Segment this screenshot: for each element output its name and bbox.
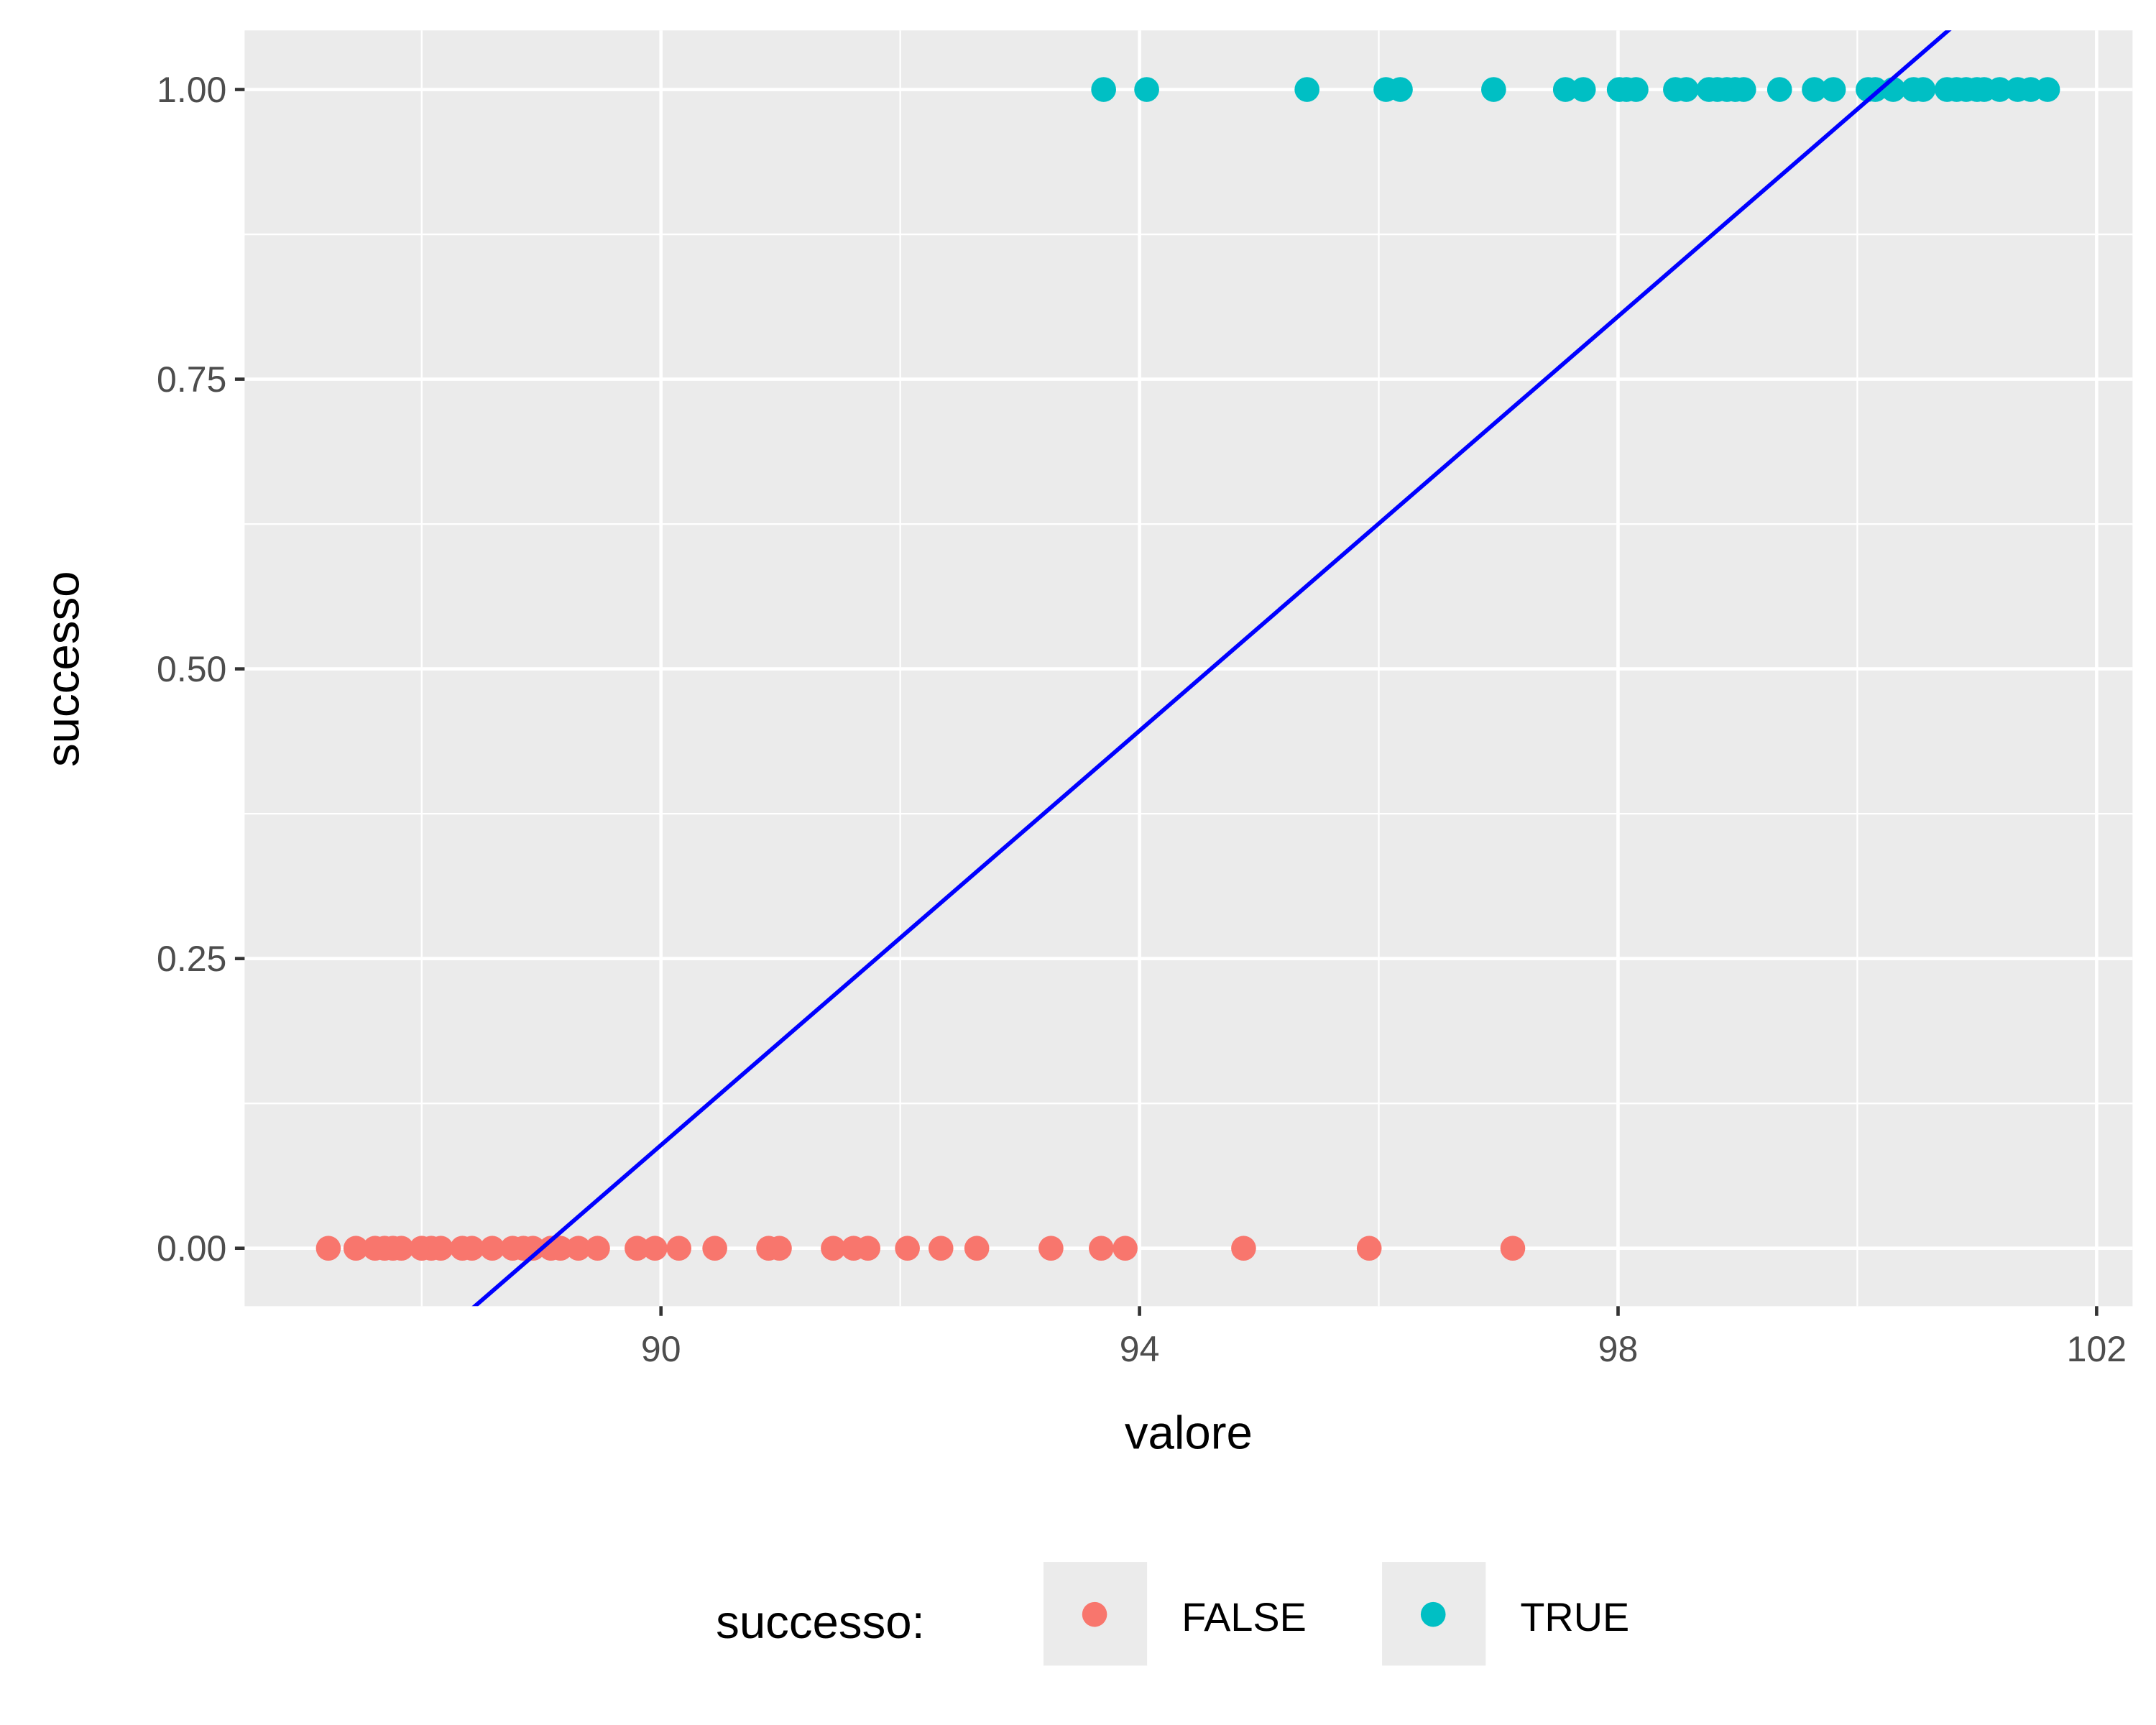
point-false bbox=[1356, 1236, 1382, 1261]
point-false bbox=[855, 1236, 881, 1261]
point-true bbox=[1552, 77, 1578, 102]
point-false bbox=[548, 1236, 573, 1261]
point-false bbox=[315, 1236, 341, 1261]
point-false bbox=[642, 1236, 668, 1261]
x-tick-label: 102 bbox=[2067, 1329, 2127, 1369]
y-tick-label: 0.50 bbox=[157, 649, 226, 689]
y-tick-label: 0.75 bbox=[157, 359, 226, 400]
point-true bbox=[1820, 77, 1846, 102]
legend: successo: FALSE TRUE bbox=[716, 1562, 1629, 1666]
point-false bbox=[479, 1236, 505, 1261]
point-true bbox=[1802, 77, 1827, 102]
point-false bbox=[566, 1236, 591, 1261]
point-false bbox=[666, 1236, 691, 1261]
point-true bbox=[1623, 77, 1649, 102]
legend-marker-true bbox=[1420, 1601, 1446, 1627]
point-true bbox=[2035, 77, 2060, 102]
legend-title: successo: bbox=[716, 1596, 925, 1648]
x-tick-label: 98 bbox=[1598, 1329, 1639, 1369]
point-false bbox=[520, 1236, 545, 1261]
axis-ticks: 90 94 98 102 0.00 0.25 0.50 0.75 1.00 bbox=[157, 70, 2127, 1369]
point-true bbox=[1863, 77, 1888, 102]
point-true bbox=[1091, 77, 1116, 102]
x-axis-title: valore bbox=[1125, 1406, 1253, 1458]
point-true bbox=[1674, 77, 1699, 102]
point-false bbox=[702, 1236, 727, 1261]
y-axis-title: successo bbox=[37, 571, 89, 768]
points bbox=[315, 77, 2060, 1261]
legend-label-false: FALSE bbox=[1181, 1595, 1307, 1639]
fit-line bbox=[471, 30, 1952, 1307]
grid bbox=[244, 30, 2133, 1307]
point-true bbox=[1731, 77, 1756, 102]
x-tick-label: 90 bbox=[641, 1329, 681, 1369]
point-false bbox=[821, 1236, 846, 1261]
point-false bbox=[625, 1236, 650, 1261]
point-false bbox=[1231, 1236, 1256, 1261]
y-tick-label: 0.25 bbox=[157, 939, 226, 979]
legend-label-true: TRUE bbox=[1520, 1595, 1629, 1639]
point-true bbox=[1910, 77, 1936, 102]
point-true bbox=[1987, 77, 2012, 102]
point-true bbox=[1294, 77, 1319, 102]
point-false bbox=[343, 1236, 369, 1261]
point-false bbox=[459, 1236, 484, 1261]
point-false bbox=[1112, 1236, 1138, 1261]
point-false bbox=[1500, 1236, 1526, 1261]
y-tick-label: 1.00 bbox=[157, 70, 226, 110]
point-false bbox=[895, 1236, 920, 1261]
point-false bbox=[1038, 1236, 1064, 1261]
point-false bbox=[1089, 1236, 1114, 1261]
point-false bbox=[389, 1236, 414, 1261]
point-true bbox=[1481, 77, 1506, 102]
point-true bbox=[1766, 77, 1792, 102]
point-false bbox=[928, 1236, 954, 1261]
point-true bbox=[1388, 77, 1413, 102]
point-false bbox=[585, 1236, 610, 1261]
x-tick-label: 94 bbox=[1120, 1329, 1160, 1369]
point-false bbox=[767, 1236, 792, 1261]
legend-marker-false bbox=[1082, 1601, 1107, 1627]
point-false bbox=[964, 1236, 990, 1261]
point-true bbox=[1570, 77, 1596, 102]
y-tick-label: 0.00 bbox=[157, 1228, 226, 1269]
point-true bbox=[1134, 77, 1159, 102]
point-false bbox=[428, 1236, 453, 1261]
